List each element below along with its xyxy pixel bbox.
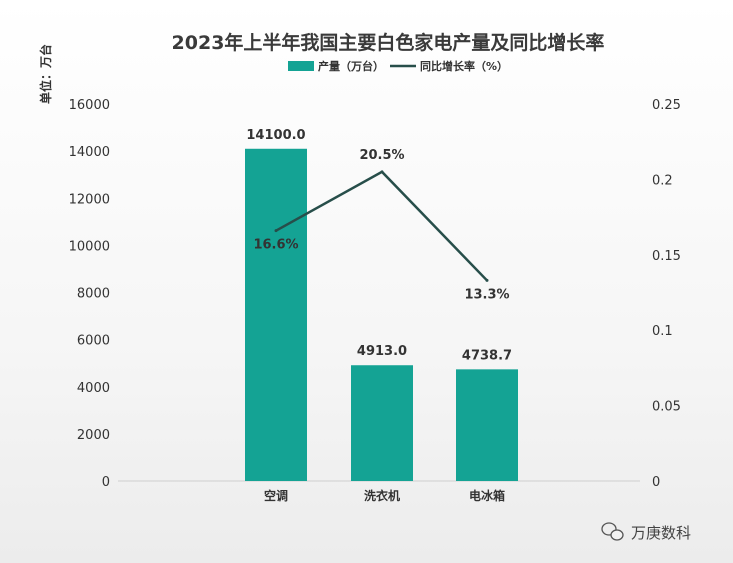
bar-value-label: 4913.0 [357,344,407,359]
left-tick-label: 2000 [77,428,110,443]
left-tick-label: 6000 [77,334,110,349]
left-tick-label: 8000 [77,287,110,302]
line-point [380,170,384,174]
bar-value-label: 4738.7 [462,348,512,363]
watermark: 万庚数科 [601,522,691,542]
right-tick-label: 0.25 [652,98,681,113]
left-tick-label: 14000 [69,145,110,160]
growth-rate-line [275,170,488,282]
x-axis: 空调 洗衣机 电冰箱 [264,488,505,503]
line-series: 16.6% 20.5% 13.3% [253,148,509,303]
chart-title: 2023年上半年我国主要白色家电产量及同比增长率 [172,31,605,54]
category-label: 电冰箱 [469,488,505,503]
y-axis-unit-label: 单位：万台 [38,44,53,104]
left-tick-label: 10000 [69,239,110,254]
right-tick-label: 0.2 [652,173,673,188]
line-value-label: 16.6% [253,238,298,253]
wechat-icon [601,522,624,541]
bar-value-label: 14100.0 [246,128,305,143]
line-value-label: 13.3% [464,287,509,302]
left-tick-label: 16000 [69,98,110,113]
watermark-text: 万庚数科 [631,524,691,542]
line-value-label: 20.5% [359,148,404,163]
left-tick-label: 12000 [69,192,110,207]
legend: 产量（万台） 同比增长率（%） [288,59,508,73]
legend-bar-label: 产量（万台） [318,59,384,73]
bar [456,369,518,481]
line-point [485,278,489,282]
left-axis: 0 2000 4000 6000 8000 10000 12000 14000 16000 [69,98,110,490]
category-label: 洗衣机 [364,488,400,503]
legend-line-label: 同比增长率（%） [420,59,508,73]
right-tick-label: 0.05 [652,400,681,415]
left-tick-label: 0 [102,475,110,490]
left-tick-label: 4000 [77,381,110,396]
bar [245,148,307,482]
right-tick-label: 0 [652,475,660,490]
bar [351,365,413,481]
right-axis: 0 0.05 0.1 0.15 0.2 0.25 [652,98,681,490]
category-label: 空调 [264,488,288,503]
right-tick-label: 0.15 [652,249,681,264]
line-point [274,229,278,233]
legend-bar-swatch [288,61,314,71]
bar-series: 14100.0 4913.0 4738.7 [245,128,518,482]
right-tick-label: 0.1 [652,324,673,339]
